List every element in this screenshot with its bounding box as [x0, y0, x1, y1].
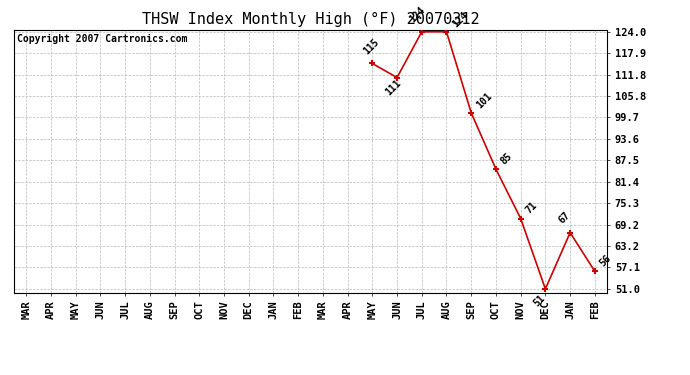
Text: 51: 51: [531, 293, 547, 308]
Text: 71: 71: [524, 200, 539, 216]
Text: 124: 124: [408, 5, 427, 25]
Text: 56: 56: [598, 253, 613, 268]
Text: 124: 124: [451, 9, 470, 29]
Text: 67: 67: [556, 210, 571, 226]
Text: 85: 85: [499, 151, 514, 166]
Text: Copyright 2007 Cartronics.com: Copyright 2007 Cartronics.com: [17, 34, 187, 44]
Text: 101: 101: [474, 90, 493, 110]
Text: 111: 111: [383, 78, 403, 97]
Text: 115: 115: [361, 37, 381, 57]
Title: THSW Index Monthly High (°F) 20070312: THSW Index Monthly High (°F) 20070312: [141, 12, 480, 27]
